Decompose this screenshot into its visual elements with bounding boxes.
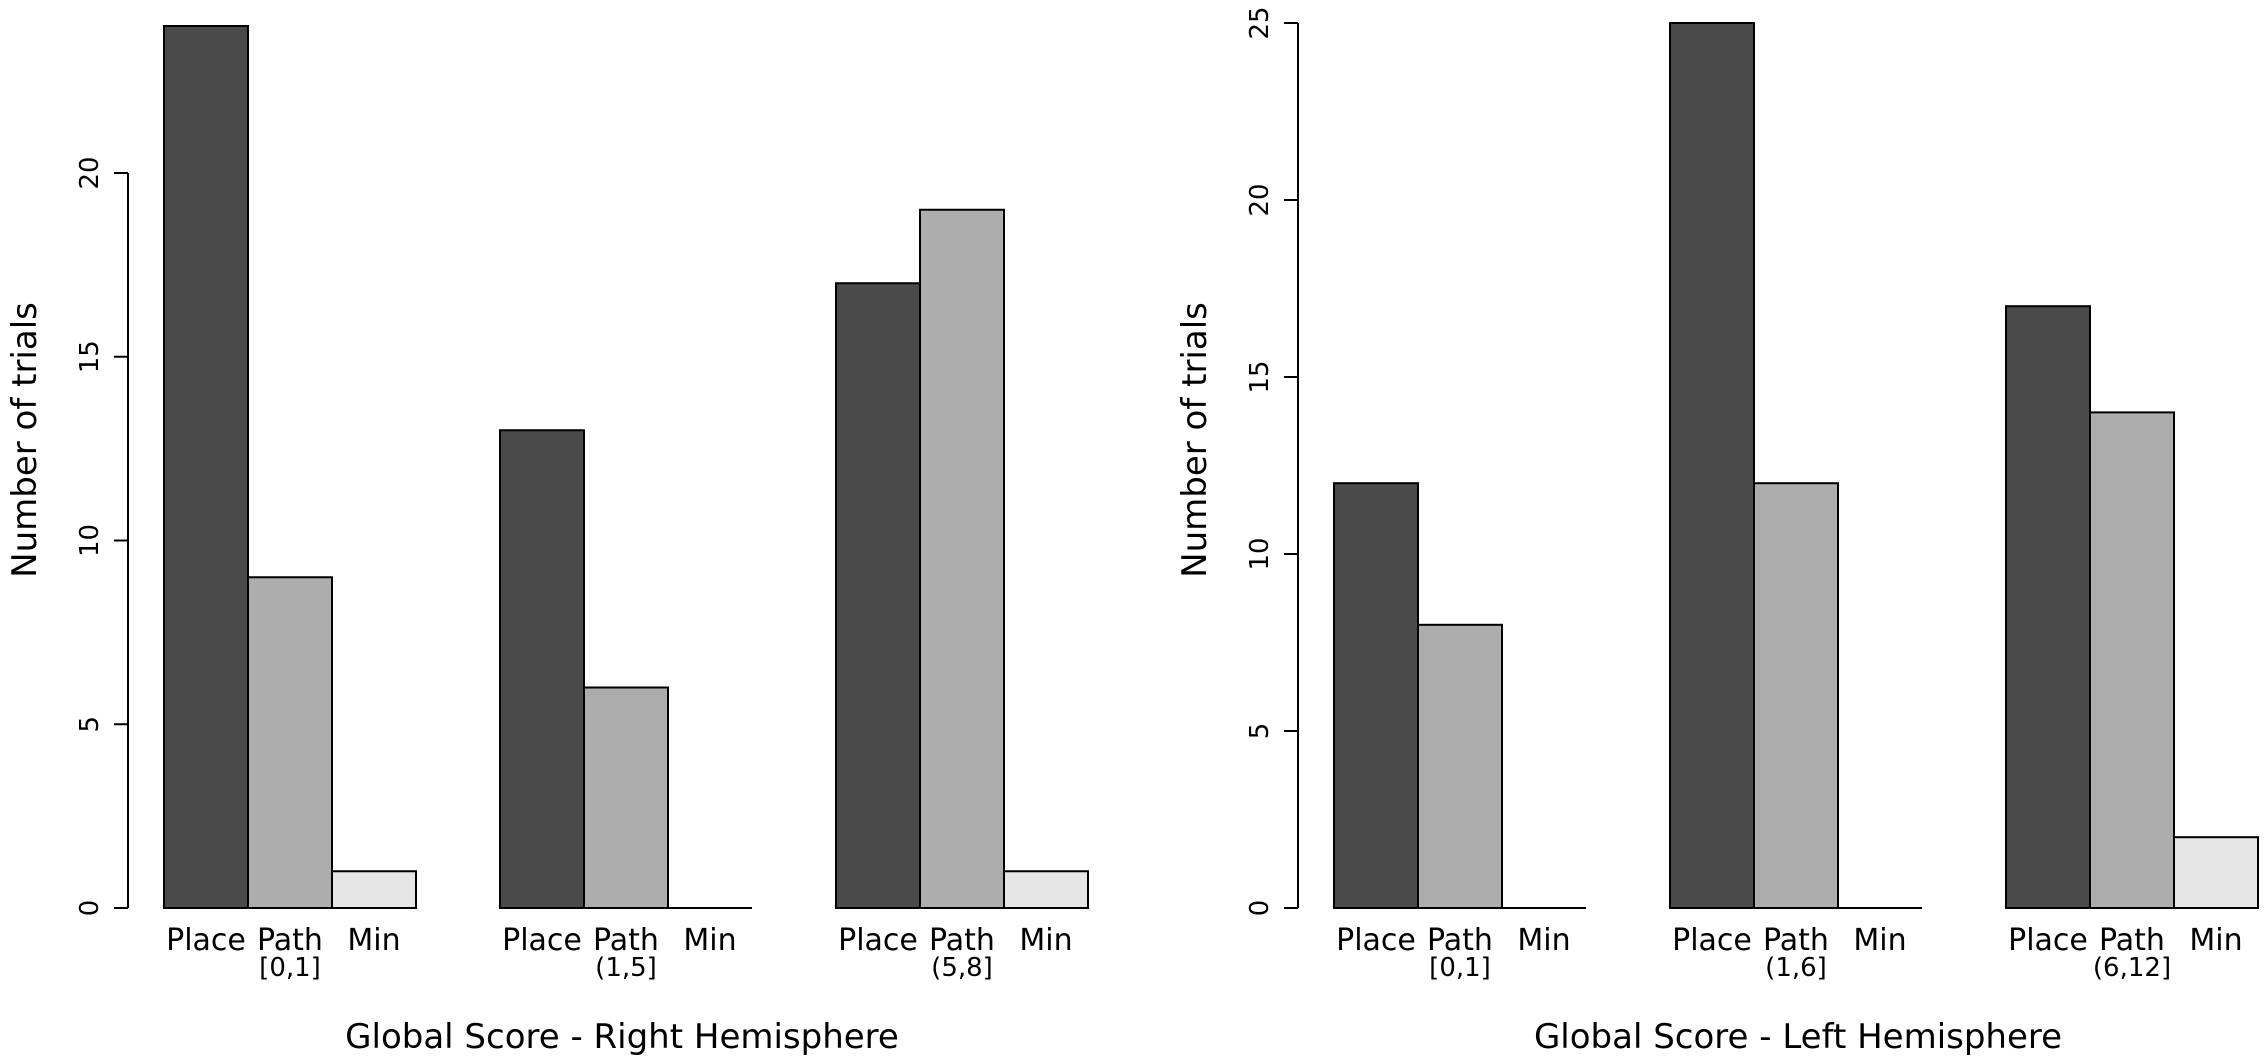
bar-path-group-3: [2089, 411, 2175, 909]
bar-place-group-3: [2005, 305, 2091, 909]
group-label: [0,1]: [259, 953, 321, 983]
y-tick-label: 0: [75, 900, 105, 917]
y-tick-label: 20: [1245, 183, 1275, 216]
y-tick-label: 5: [75, 716, 105, 733]
y-axis-title: Number of trials: [5, 302, 45, 578]
bar-label-min: Min: [1517, 923, 1570, 958]
bar-label-min: Min: [1019, 923, 1072, 958]
bar-label-min: Min: [1853, 923, 1906, 958]
bar-place-group-1: [1333, 482, 1419, 909]
y-axis: 0 5 10 15 20: [75, 156, 129, 917]
bar-place-group-2: [499, 429, 585, 909]
y-tick-label: 5: [1245, 723, 1275, 740]
x-axis: Place Path Min [0,1] Place Path Min (1,6] Place P…: [1334, 907, 2258, 983]
bar-min-group-3: [2173, 836, 2259, 910]
x-axis-title: Global Score - Left Hemisphere: [1534, 1017, 2062, 1057]
y-tick-label: 0: [1245, 900, 1275, 917]
bar-label-place: Place: [1672, 923, 1752, 958]
bar-min-group-1: [331, 870, 417, 909]
bar-label-place: Place: [1336, 923, 1416, 958]
y-axis-title: Number of trials: [1175, 302, 1215, 578]
chart-panel-left-hemisphere: 0 5 10 15 20 25 Place Path Min [0,1] Place Path Min…: [1175, 6, 2259, 1057]
bars: [163, 25, 1089, 909]
bar-label-place: Place: [502, 923, 582, 958]
bar-place-group-3: [835, 282, 921, 909]
group-label: (6,12]: [2093, 953, 2171, 983]
bar-label-path: Path: [593, 923, 659, 958]
y-axis: 0 5 10 15 20 25: [1245, 6, 1299, 917]
group-label: [0,1]: [1429, 953, 1491, 983]
bar-label-place: Place: [2008, 923, 2088, 958]
bars: [1333, 22, 2259, 910]
bar-path-group-1: [247, 576, 333, 909]
bar-label-path: Path: [257, 923, 323, 958]
y-tick-label: 15: [1245, 360, 1275, 393]
bar-label-min: Min: [347, 923, 400, 958]
y-tick-label: 15: [75, 340, 105, 373]
bar-label-path: Path: [2099, 923, 2165, 958]
y-tick-label: 25: [1245, 6, 1275, 39]
bar-label-place: Place: [166, 923, 246, 958]
bar-label-min: Min: [683, 923, 736, 958]
y-tick-label: 20: [75, 156, 105, 189]
x-axis-title: Global Score - Right Hemisphere: [345, 1017, 899, 1057]
bar-path-group-2: [1753, 482, 1839, 909]
bar-place-group-2: [1669, 22, 1755, 909]
y-tick-label: 10: [1245, 537, 1275, 570]
y-tick-label: 10: [75, 524, 105, 557]
bar-label-place: Place: [838, 923, 918, 958]
chart-panel-right-hemisphere: 0 5 10 15 20 Place Path Min [0,1] Place Path Min (1…: [5, 25, 1089, 1057]
bar-min-group-3: [1003, 870, 1089, 909]
bar-label-path: Path: [929, 923, 995, 958]
bar-place-group-1: [163, 25, 249, 909]
bar-path-group-1: [1417, 623, 1503, 909]
bar-label-path: Path: [1427, 923, 1493, 958]
x-axis: Place Path Min [0,1] Place Path Min (1,5] Place P…: [164, 907, 1088, 983]
bar-label-path: Path: [1763, 923, 1829, 958]
group-label: (5,8]: [931, 953, 993, 983]
group-label: (1,5]: [595, 953, 657, 983]
bar-path-group-3: [919, 208, 1005, 909]
bar-path-group-2: [583, 686, 669, 909]
bar-label-min: Min: [2189, 923, 2242, 958]
group-label: (1,6]: [1765, 953, 1827, 983]
